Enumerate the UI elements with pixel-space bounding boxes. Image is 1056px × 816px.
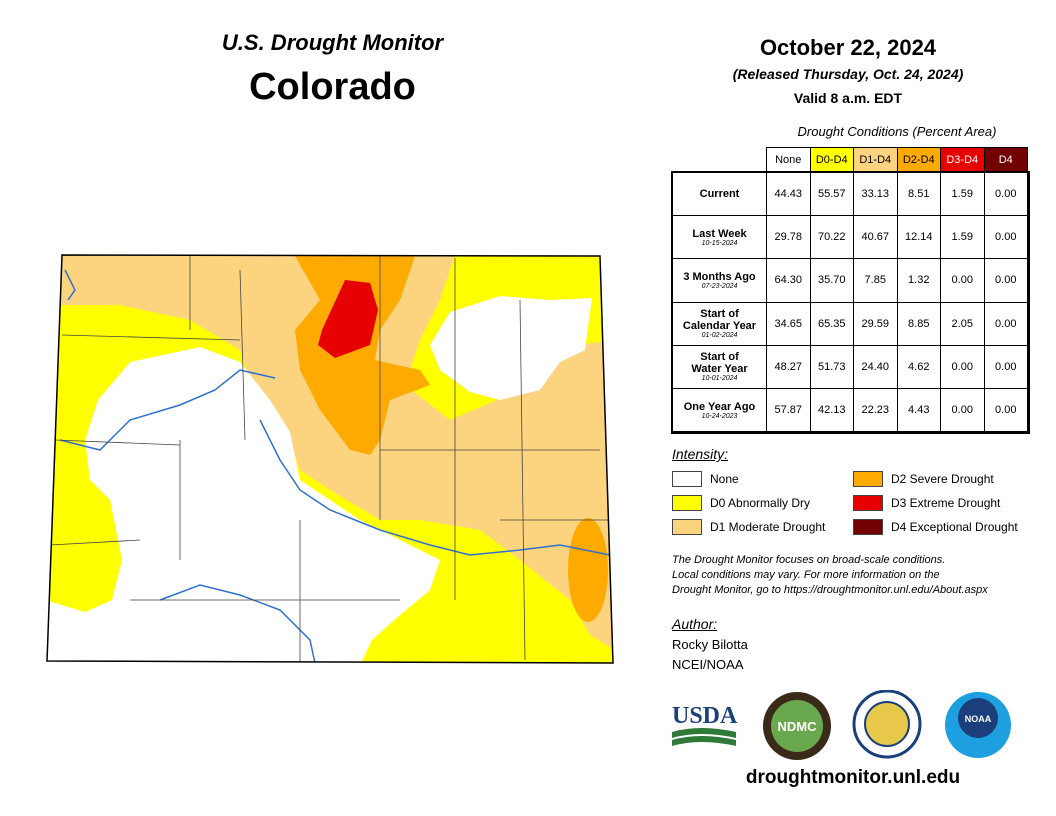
- logo-usda: USDA: [672, 703, 738, 729]
- date: October 22, 2024: [759, 35, 937, 60]
- legend-swatch: [672, 471, 702, 487]
- column-header: D0-D4: [809, 147, 854, 173]
- logo-noaa: NOAA: [965, 714, 992, 724]
- row-label-line: Calendar Year: [682, 320, 757, 333]
- row-date: 01-02-2024: [701, 332, 738, 340]
- table-caption: Drought Conditions (Percent Area): [797, 124, 997, 139]
- legend-label: D2 Severe Drought: [891, 472, 994, 486]
- released: (Released Thursday, Oct. 24, 2024): [732, 66, 964, 82]
- row-label-line: Start of: [700, 351, 739, 364]
- row-date: 10-15-2024: [701, 239, 738, 247]
- table-border: [671, 171, 1030, 435]
- row-date: 07-23-2024: [701, 282, 738, 290]
- row-label: Start of Calendar Year 01-02-2024: [672, 301, 767, 346]
- legend-label: D4 Exceptional Drought: [891, 520, 1018, 534]
- column-header: D2-D4: [896, 147, 941, 173]
- row-date: 10-24-2023: [701, 412, 738, 420]
- row-label-line: Start of: [700, 308, 739, 321]
- map: [46, 254, 614, 664]
- state: Colorado: [249, 66, 416, 108]
- note: The Drought Monitor focuses on broad-sca…: [672, 553, 988, 598]
- column-header: None: [766, 147, 811, 173]
- row-label-line: Current: [699, 188, 740, 201]
- column-header: D4: [983, 147, 1028, 173]
- legend-swatch: [672, 519, 702, 535]
- legend-label: D3 Extreme Drought: [891, 496, 1001, 510]
- legend-swatch: [853, 519, 883, 535]
- author-org: NCEI/NOAA: [672, 657, 744, 672]
- title: U.S. Drought Monitor: [221, 30, 444, 55]
- footer-url: droughtmonitor.unl.edu: [745, 767, 961, 788]
- legend-label: None: [710, 472, 739, 486]
- legend-swatch: [853, 471, 883, 487]
- row-label-line: One Year Ago: [683, 400, 756, 413]
- note-line: Drought Monitor, go to https://droughtmo…: [672, 584, 988, 596]
- note-line: Local conditions may vary. For more info…: [672, 569, 940, 581]
- author-title: Author:: [672, 616, 718, 632]
- note-line: The Drought Monitor focuses on broad-sca…: [672, 554, 946, 566]
- legend-swatch: [853, 495, 883, 511]
- logo-ndmc: NDMC: [778, 719, 818, 734]
- row-label-line: Water Year: [691, 363, 748, 376]
- row-label-line: Last Week: [692, 227, 747, 240]
- column-header: D1-D4: [853, 147, 898, 173]
- row-date: 10-01-2024: [701, 375, 738, 383]
- logos: USDA NDMC NOAA: [672, 690, 1011, 760]
- author-name: Rocky Bilotta: [672, 637, 748, 652]
- legend-label: D0 Abnormally Dry: [710, 496, 811, 510]
- table-cell: 0.00: [983, 388, 1028, 433]
- row-label-line: 3 Months Ago: [683, 270, 756, 283]
- valid: Valid 8 a.m. EDT: [793, 90, 903, 106]
- column-header: D3-D4: [940, 147, 985, 173]
- legend-label: D1 Moderate Drought: [710, 520, 826, 534]
- legend-title: Intensity:: [672, 446, 729, 462]
- legend-swatch: [672, 495, 702, 511]
